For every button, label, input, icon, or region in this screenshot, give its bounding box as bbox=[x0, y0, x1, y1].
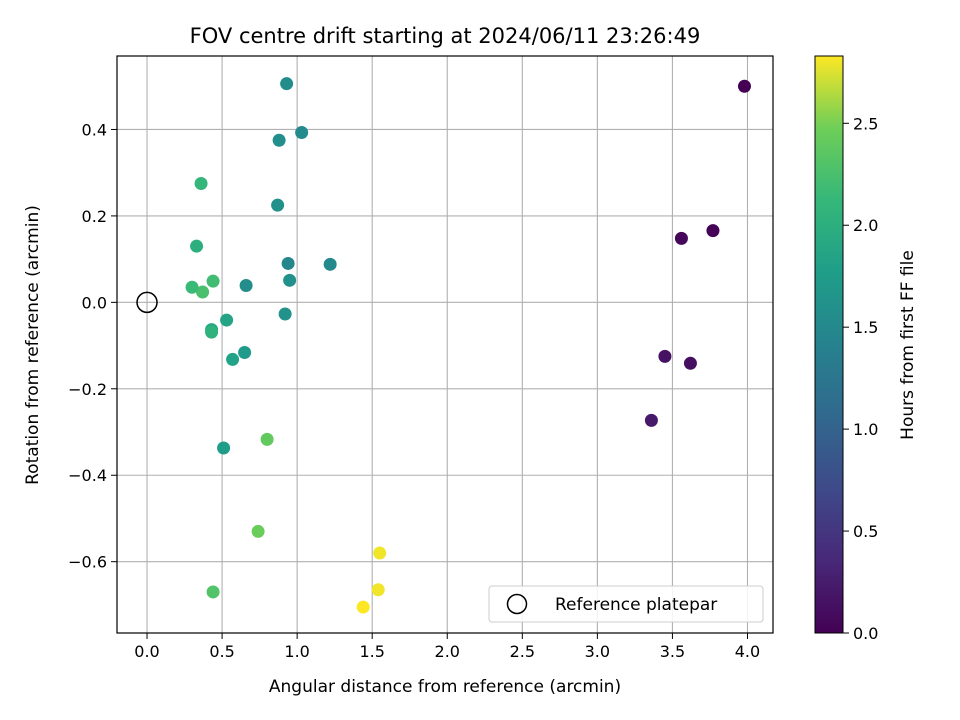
data-point bbox=[281, 256, 295, 270]
data-point bbox=[260, 432, 274, 446]
y-tick-label: 0.2 bbox=[82, 207, 107, 226]
data-point bbox=[683, 356, 697, 370]
data-point bbox=[196, 285, 210, 299]
x-axis-label: Angular distance from reference (arcmin) bbox=[269, 677, 621, 697]
y-tick-label: −0.4 bbox=[68, 466, 107, 485]
x-tick-label: 1.5 bbox=[359, 642, 384, 661]
reference-platepar-marker bbox=[136, 291, 158, 314]
data-point bbox=[658, 349, 672, 363]
colorbar-tick-label: 0.0 bbox=[853, 624, 878, 643]
colorbar-tick-label: 1.0 bbox=[853, 420, 878, 439]
x-tick-label: 1.0 bbox=[284, 642, 309, 661]
data-point bbox=[280, 77, 294, 91]
y-axis-label: Rotation from reference (arcmin) bbox=[23, 205, 43, 485]
data-point bbox=[644, 413, 658, 427]
data-point bbox=[674, 231, 688, 245]
grid bbox=[117, 56, 773, 633]
legend-marker-icon bbox=[506, 593, 528, 615]
data-point bbox=[373, 546, 387, 560]
data-point bbox=[706, 224, 720, 238]
data-point bbox=[220, 313, 234, 327]
x-tick-label: 4.0 bbox=[735, 642, 760, 661]
colorbar-tick-label: 2.0 bbox=[853, 216, 878, 235]
y-tick-label: −0.6 bbox=[68, 553, 107, 572]
data-point bbox=[271, 198, 285, 212]
y-tick-label: 0.4 bbox=[82, 120, 107, 139]
data-point bbox=[737, 79, 751, 93]
x-tick-label: 0.0 bbox=[134, 642, 159, 661]
colorbar: 0.0 0.5 1.0 1.5 2.0 2.5 Hours from first FF f… bbox=[814, 55, 918, 643]
colorbar-tick-label: 0.5 bbox=[853, 522, 878, 541]
colorbar-label: Hours from first FF file bbox=[898, 250, 918, 440]
data-point bbox=[295, 126, 309, 140]
data-point bbox=[217, 441, 231, 455]
x-tick-label: 2.5 bbox=[510, 642, 535, 661]
colorbar-gradient bbox=[814, 55, 844, 634]
data-point bbox=[283, 273, 297, 287]
data-point bbox=[272, 133, 286, 147]
data-point bbox=[206, 274, 220, 288]
x-tick-label: 0.5 bbox=[209, 642, 234, 661]
legend: Reference platepar bbox=[488, 585, 764, 623]
plot-frame bbox=[116, 55, 774, 634]
x-tick-label: 2.0 bbox=[435, 642, 460, 661]
y-tick-label: −0.2 bbox=[68, 380, 107, 399]
x-tick-label: 3.5 bbox=[660, 642, 685, 661]
data-point bbox=[205, 325, 219, 339]
data-point bbox=[239, 279, 253, 293]
data-point bbox=[371, 583, 385, 597]
legend-box bbox=[488, 585, 764, 623]
data-point bbox=[323, 257, 337, 271]
data-points bbox=[185, 77, 751, 614]
data-point bbox=[185, 280, 199, 294]
data-point bbox=[194, 177, 208, 191]
data-point bbox=[238, 345, 252, 359]
data-point bbox=[278, 307, 292, 321]
data-point bbox=[356, 600, 370, 614]
y-axis-ticks: −0.6 −0.4 −0.2 0.0 0.2 0.4 bbox=[68, 120, 117, 572]
data-point bbox=[190, 239, 204, 253]
data-point bbox=[206, 585, 220, 599]
data-point bbox=[226, 352, 240, 366]
colorbar-ticks: 0.0 0.5 1.0 1.5 2.0 2.5 bbox=[843, 114, 878, 643]
x-tick-label: 3.0 bbox=[585, 642, 610, 661]
colorbar-tick-label: 1.5 bbox=[853, 318, 878, 337]
legend-entry-reference: Reference platepar bbox=[555, 595, 717, 615]
y-tick-label: 0.0 bbox=[82, 293, 107, 312]
chart-title: FOV centre drift starting at 2024/06/11 … bbox=[190, 24, 701, 48]
colorbar-tick-label: 2.5 bbox=[853, 114, 878, 133]
x-axis-ticks: 0.0 0.5 1.0 1.5 2.0 2.5 3.0 3.5 4.0 bbox=[134, 633, 760, 661]
data-point bbox=[251, 524, 265, 538]
